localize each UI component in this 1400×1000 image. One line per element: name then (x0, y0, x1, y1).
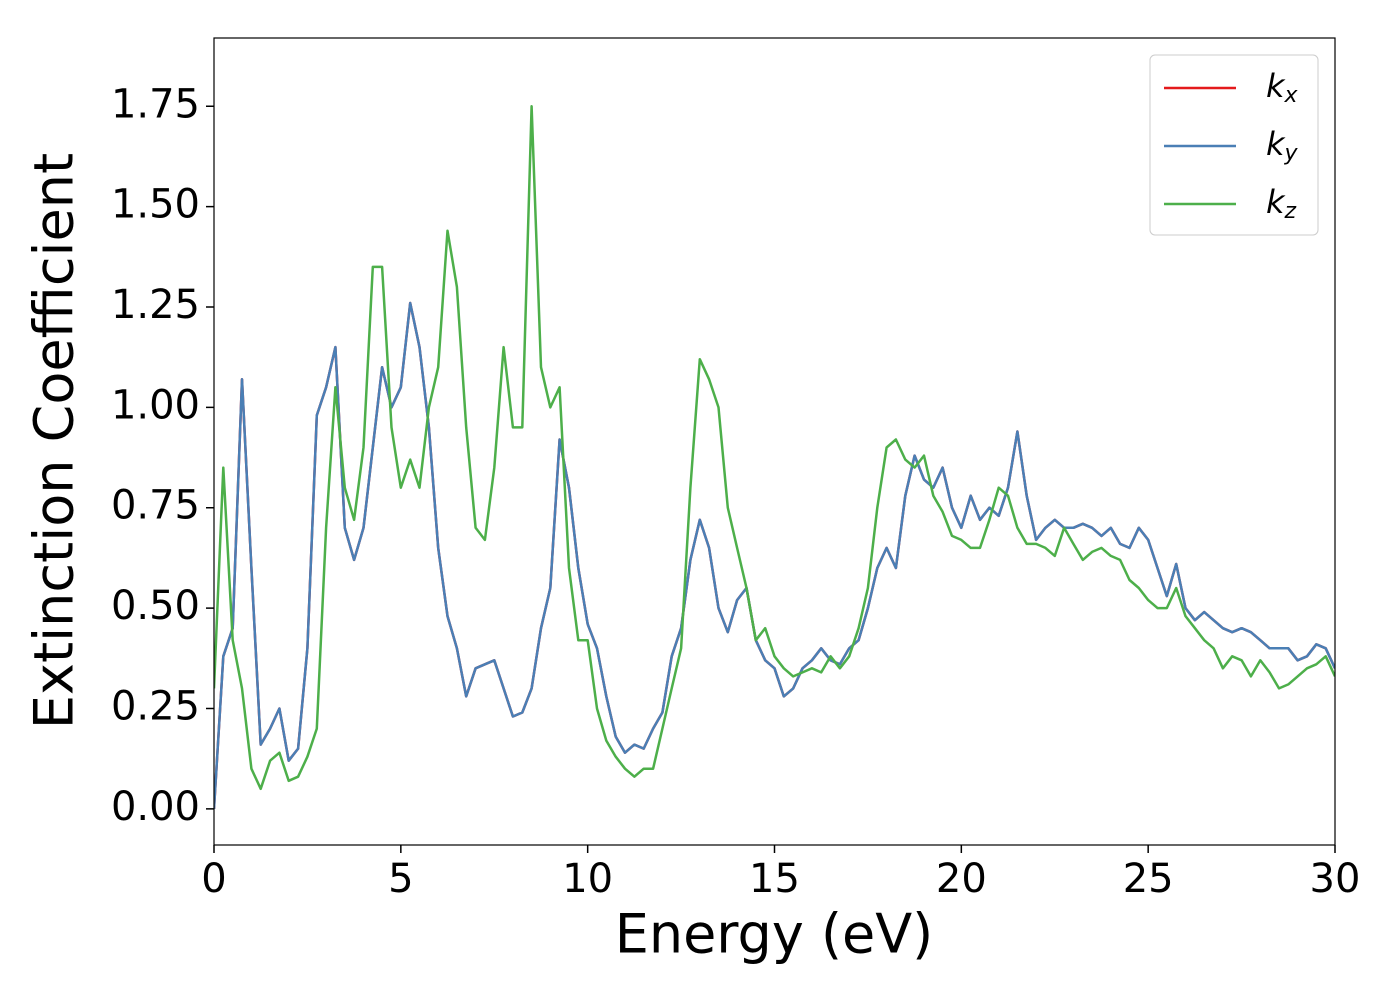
legend-label: kz (1266, 183, 1297, 224)
x-tick-label: 10 (562, 856, 613, 902)
series-line (214, 105, 1335, 791)
x-tick-label: 15 (749, 856, 800, 902)
y-tick-label: 1.50 (111, 182, 200, 228)
y-tick-label: 0.75 (111, 483, 200, 529)
series-line (214, 301, 1335, 809)
y-tick-label: 0.50 (111, 583, 200, 629)
y-axis-label: Extinction Coefficient (23, 153, 86, 729)
legend-label: kx (1266, 67, 1299, 108)
x-tick-label: 5 (388, 856, 413, 902)
y-tick-label: 1.00 (111, 382, 200, 428)
x-tick-label: 0 (201, 856, 226, 902)
x-tick-label: 20 (936, 856, 987, 902)
x-axis-label: Energy (eV) (615, 903, 934, 966)
legend-label: ky (1266, 125, 1299, 166)
y-tick-label: 0.00 (111, 784, 200, 830)
series-line (214, 301, 1335, 809)
y-tick-label: 1.25 (111, 282, 200, 328)
x-tick-label: 30 (1310, 856, 1361, 902)
x-tick-label: 25 (1123, 856, 1174, 902)
y-tick-label: 0.25 (111, 683, 200, 729)
y-tick-label: 1.75 (111, 81, 200, 127)
plot-frame (213, 37, 1336, 846)
